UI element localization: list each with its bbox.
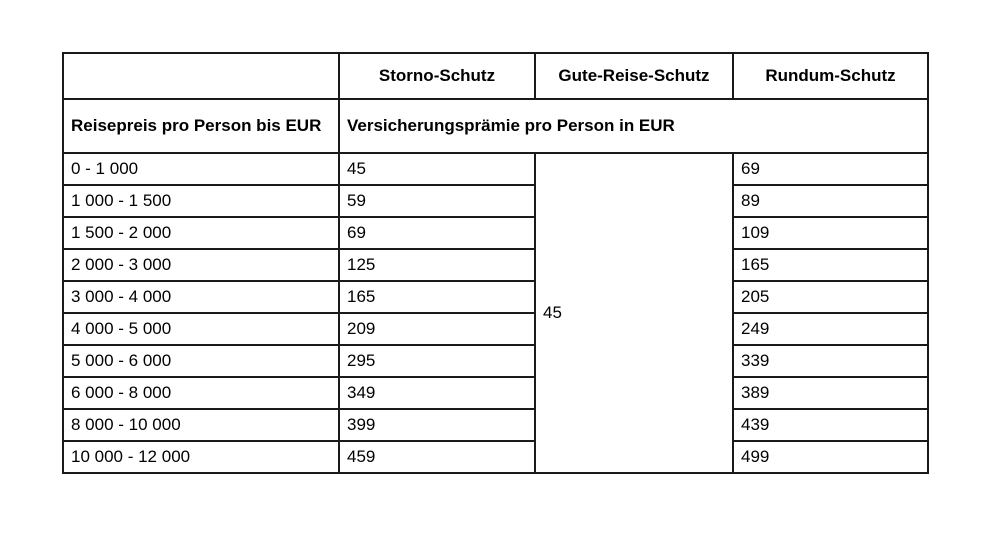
table-row: 10 000 - 12 000 459 499 xyxy=(62,440,929,474)
table-row: 1 000 - 1 500 59 89 xyxy=(62,184,929,218)
price-range-cell: 6 000 - 8 000 xyxy=(62,376,340,410)
price-range-cell: 1 500 - 2 000 xyxy=(62,216,340,250)
price-range-cell: 8 000 - 10 000 xyxy=(62,408,340,442)
table-row: 5 000 - 6 000 295 339 xyxy=(62,344,929,378)
storno-value-cell: 165 xyxy=(338,280,536,314)
table-row: 2 000 - 3 000 125 165 xyxy=(62,248,929,282)
rundum-value-cell: 109 xyxy=(732,216,929,250)
price-range-cell: 2 000 - 3 000 xyxy=(62,248,340,282)
storno-value-cell: 59 xyxy=(338,184,536,218)
storno-value-cell: 399 xyxy=(338,408,536,442)
storno-value-cell: 459 xyxy=(338,440,536,474)
table-row: 6 000 - 8 000 349 389 xyxy=(62,376,929,410)
col-header-rundum-schutz: Rundum-Schutz xyxy=(732,52,929,100)
storno-value-cell: 69 xyxy=(338,216,536,250)
rundum-value-cell: 89 xyxy=(732,184,929,218)
storno-value-cell: 125 xyxy=(338,248,536,282)
price-range-cell: 5 000 - 6 000 xyxy=(62,344,340,378)
rundum-value-cell: 69 xyxy=(732,152,929,186)
storno-value-cell: 209 xyxy=(338,312,536,346)
header-row: Storno-Schutz Gute-Reise-Schutz Rundum-S… xyxy=(62,52,929,100)
rundum-value-cell: 339 xyxy=(732,344,929,378)
subheader-row: Reisepreis pro Person bis EUR Versicheru… xyxy=(62,98,929,154)
rundum-value-cell: 249 xyxy=(732,312,929,346)
table-row: 4 000 - 5 000 209 249 xyxy=(62,312,929,346)
col-header-storno-schutz: Storno-Schutz xyxy=(338,52,536,100)
price-range-cell: 3 000 - 4 000 xyxy=(62,280,340,314)
rundum-value-cell: 165 xyxy=(732,248,929,282)
premium-header: Versicherungsprämie pro Person in EUR xyxy=(338,98,929,154)
price-range-cell: 10 000 - 12 000 xyxy=(62,440,340,474)
col-header-gute-reise-schutz: Gute-Reise-Schutz xyxy=(534,52,734,100)
rundum-value-cell: 205 xyxy=(732,280,929,314)
price-range-cell: 1 000 - 1 500 xyxy=(62,184,340,218)
table-row: 3 000 - 4 000 165 205 xyxy=(62,280,929,314)
col-header-empty xyxy=(62,52,340,100)
price-range-cell: 0 - 1 000 xyxy=(62,152,340,186)
storno-value-cell: 45 xyxy=(338,152,536,186)
rundum-value-cell: 389 xyxy=(732,376,929,410)
storno-value-cell: 295 xyxy=(338,344,536,378)
price-range-cell: 4 000 - 5 000 xyxy=(62,312,340,346)
premium-table: Storno-Schutz Gute-Reise-Schutz Rundum-S… xyxy=(62,52,929,474)
table-row: 8 000 - 10 000 399 439 xyxy=(62,408,929,442)
storno-value-cell: 349 xyxy=(338,376,536,410)
rundum-value-cell: 439 xyxy=(732,408,929,442)
gute-reise-merged-cell: 45 xyxy=(534,152,734,474)
premium-table-container: Storno-Schutz Gute-Reise-Schutz Rundum-S… xyxy=(62,52,929,474)
table-row: 0 - 1 000 45 45 69 xyxy=(62,152,929,474)
row-label-header: Reisepreis pro Person bis EUR xyxy=(62,98,340,154)
rundum-value-cell: 499 xyxy=(732,440,929,474)
table-row: 1 500 - 2 000 69 109 xyxy=(62,216,929,250)
